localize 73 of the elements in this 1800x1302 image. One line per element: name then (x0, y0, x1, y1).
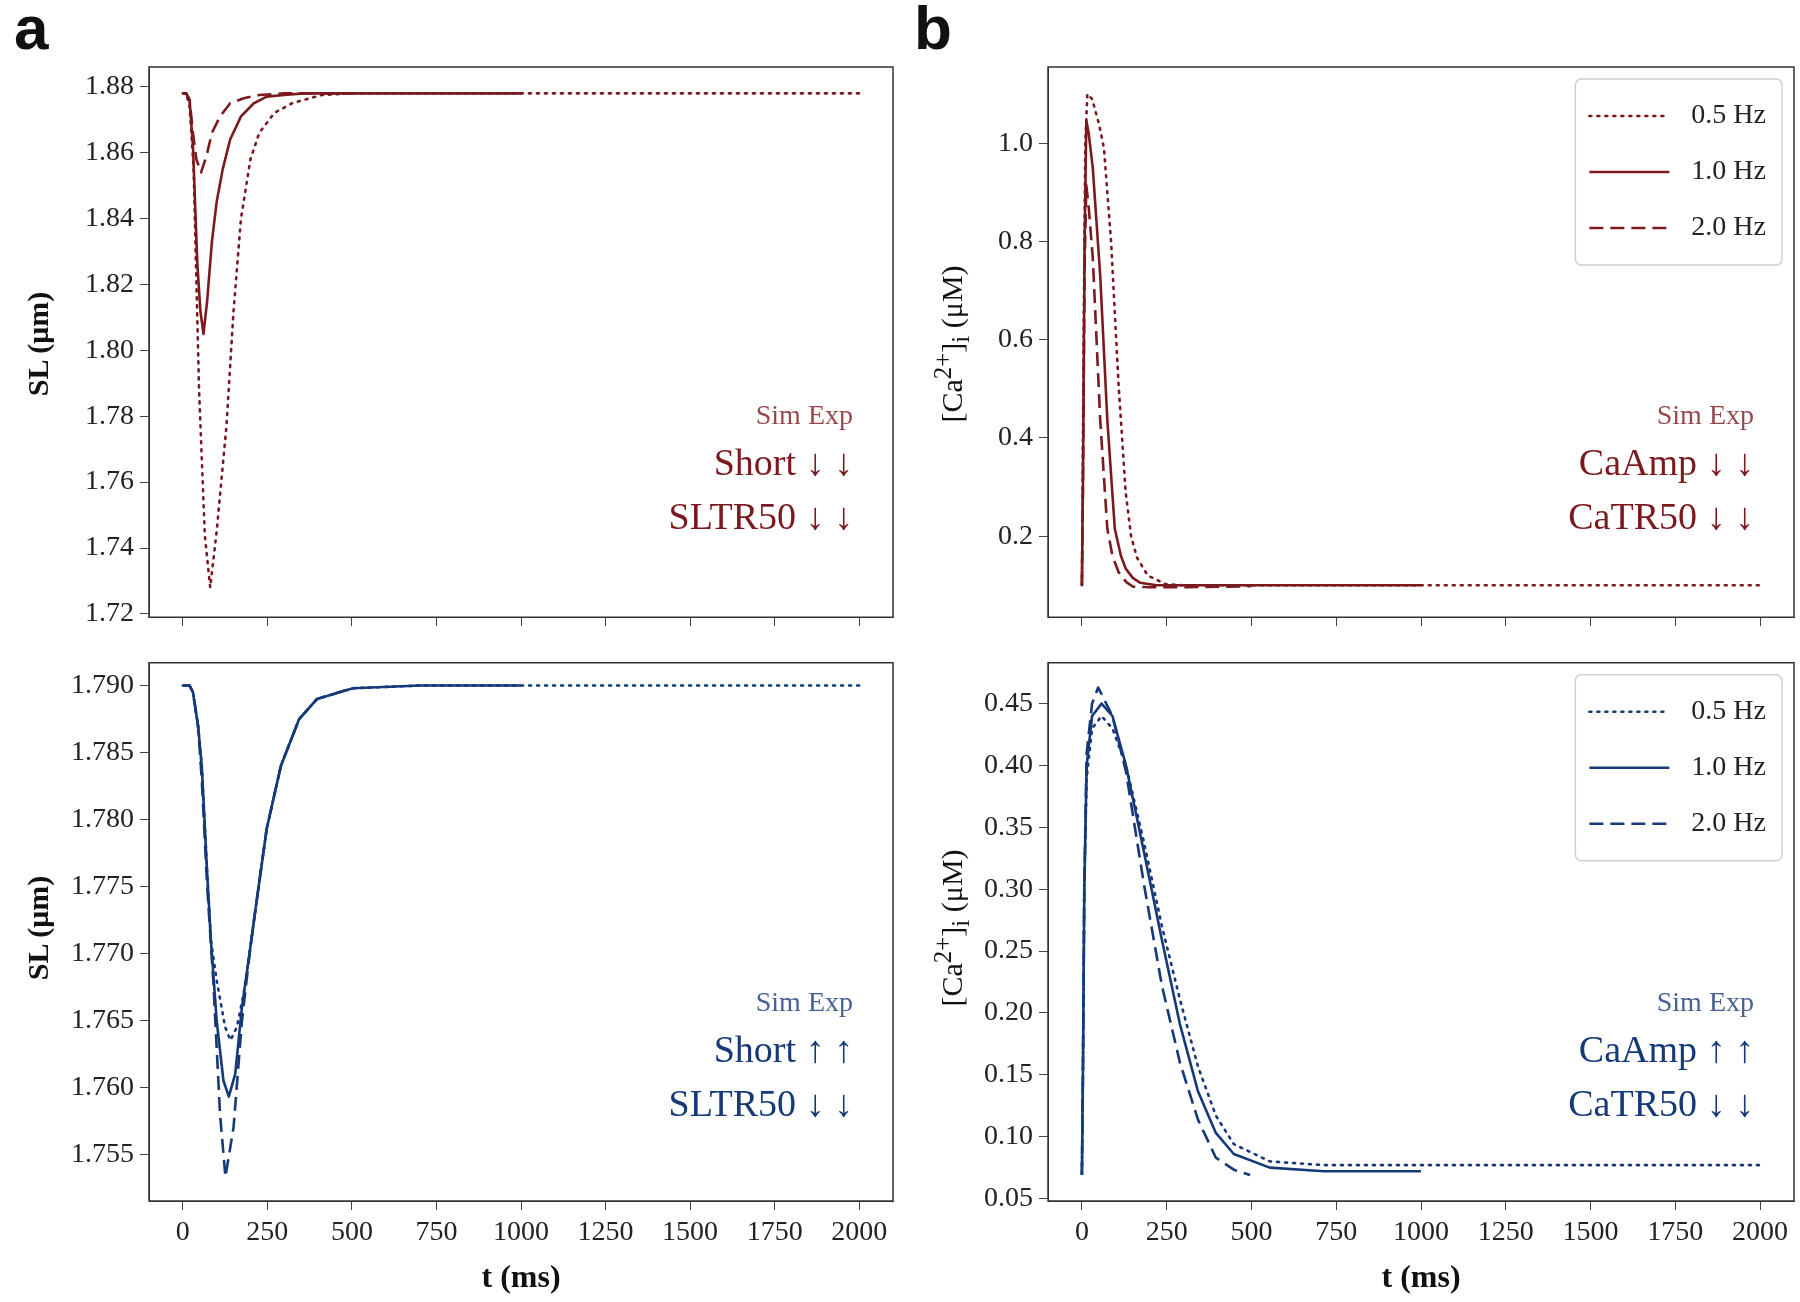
x-axis-title: t (ms) (1381, 1258, 1461, 1295)
x-tick-label: 500 (1230, 1215, 1273, 1247)
y-tick-label: 1.76 (85, 464, 134, 496)
x-tick-label: 1000 (1393, 1215, 1449, 1247)
x-tick-label: 1250 (1477, 1215, 1534, 1247)
x-tick-label: 250 (1145, 1215, 1188, 1247)
y-tick-label: 1.790 (71, 667, 134, 699)
y-tick-label: 0.8 (998, 223, 1033, 255)
y-tick-label: 0.40 (984, 747, 1033, 779)
annotation: CaAmp ↓ ↓ (1577, 440, 1754, 485)
y-tick-label: 0.10 (984, 1119, 1033, 1151)
annotation: CaAmp ↑ ↑ (1577, 1027, 1754, 1072)
annotation: Sim Exp (1655, 985, 1754, 1019)
y-tick-label: 0.45 (984, 685, 1033, 717)
y-tick-label: 0.20 (984, 995, 1033, 1027)
x-tick-label: 250 (246, 1215, 289, 1247)
x-tick-label: 2000 (1732, 1215, 1789, 1247)
y-tick-label: 1.760 (71, 1069, 134, 1101)
legend-label: 1.0 Hz (1691, 750, 1766, 782)
legend-label: 1.0 Hz (1691, 154, 1766, 186)
y-tick-label: 0.2 (998, 518, 1033, 550)
y-tick-label: 1.74 (85, 530, 134, 562)
y-tick-label: 1.78 (85, 398, 134, 430)
annotation: SLTR50 ↓ ↓ (668, 494, 853, 539)
y-tick-label: 0.35 (984, 809, 1033, 841)
x-tick-label: 1500 (1562, 1215, 1619, 1247)
legend-label: 2.0 Hz (1691, 806, 1766, 838)
y-tick-label: 1.80 (85, 332, 134, 364)
y-tick-label: 1.755 (71, 1136, 134, 1168)
x-tick-label: 750 (415, 1215, 458, 1247)
y-tick-label: 0.4 (998, 420, 1033, 452)
x-axis-title: t (ms) (481, 1258, 561, 1295)
annotation: Sim Exp (754, 985, 853, 1019)
y-tick-label: 1.82 (85, 266, 134, 298)
x-tick-label: 0 (1074, 1215, 1089, 1247)
y-tick-label: 0.25 (984, 933, 1033, 965)
x-tick-label: 750 (1315, 1215, 1358, 1247)
x-tick-label: 0 (175, 1215, 190, 1247)
y-tick-label: 0.30 (984, 871, 1033, 903)
annotation: CaTR50 ↓ ↓ (1568, 1081, 1754, 1126)
x-tick-label: 1000 (493, 1215, 549, 1247)
annotation: Short ↓ ↓ (712, 440, 853, 485)
y-tick-label: 1.780 (71, 801, 134, 833)
x-tick-label: 1500 (662, 1215, 719, 1247)
x-tick-label: 1750 (746, 1215, 803, 1247)
chart-title: b (914, 0, 952, 63)
y-axis-title: SL (μm) (21, 875, 55, 980)
y-tick-label: 0.6 (998, 322, 1033, 353)
y-tick-label: 1.775 (71, 868, 134, 900)
y-tick-label: 1.785 (71, 734, 134, 766)
y-tick-label: 1.0 (998, 125, 1033, 157)
legend-label: 0.5 Hz (1691, 694, 1766, 726)
x-tick-label: 2000 (831, 1215, 888, 1247)
x-tick-label: 500 (330, 1215, 373, 1247)
legend-label: 2.0 Hz (1691, 210, 1766, 242)
legend-label: 0.5 Hz (1691, 98, 1766, 130)
y-tick-label: 0.05 (984, 1180, 1033, 1212)
annotation: CaTR50 ↓ ↓ (1568, 494, 1754, 539)
y-tick-label: 1.86 (85, 135, 134, 167)
annotation: Sim Exp (754, 398, 853, 432)
annotation: Sim Exp (1655, 398, 1754, 432)
annotation: SLTR50 ↓ ↓ (668, 1081, 853, 1126)
y-tick-label: 0.15 (984, 1057, 1033, 1089)
x-tick-label: 1250 (577, 1215, 634, 1247)
y-tick-label: 1.88 (85, 69, 134, 101)
annotation: Short ↑ ↑ (712, 1027, 853, 1072)
y-tick-label: 1.84 (85, 200, 134, 232)
x-tick-label: 1750 (1647, 1215, 1704, 1247)
y-tick-label: 1.770 (71, 935, 134, 967)
y-tick-label: 1.72 (85, 596, 134, 628)
y-axis-title: SL (μm) (21, 291, 55, 397)
y-tick-label: 1.765 (71, 1002, 134, 1034)
chart-title: a (14, 0, 49, 63)
